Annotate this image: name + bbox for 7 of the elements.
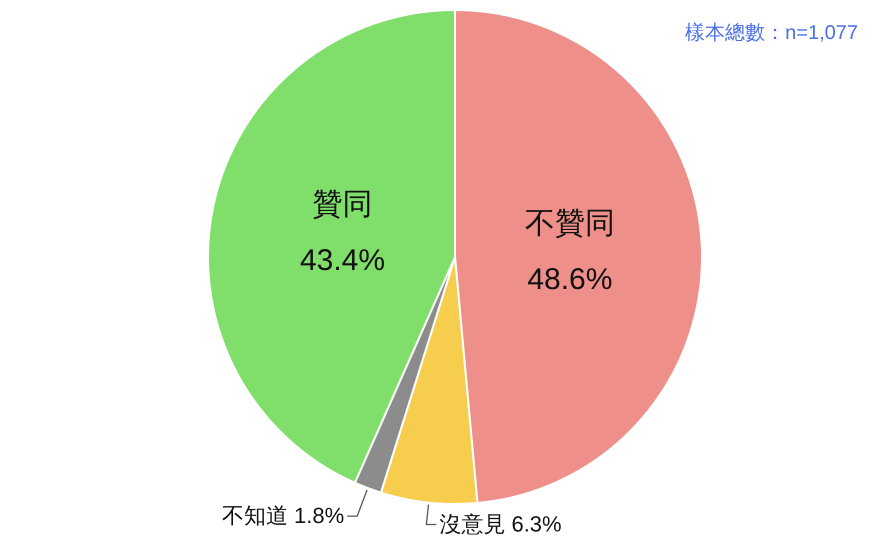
data-label: 48.6% xyxy=(527,262,612,296)
slice-label: 沒意見 6.3% xyxy=(439,511,562,536)
slice-label: 贊同 xyxy=(312,188,372,222)
slice-label: 不知道 1.8% xyxy=(222,503,344,528)
slice-label: 不贊同 xyxy=(524,206,615,240)
text: 樣本總數：n=1,077 xyxy=(685,22,858,44)
data-label: 43.4% xyxy=(300,244,386,278)
